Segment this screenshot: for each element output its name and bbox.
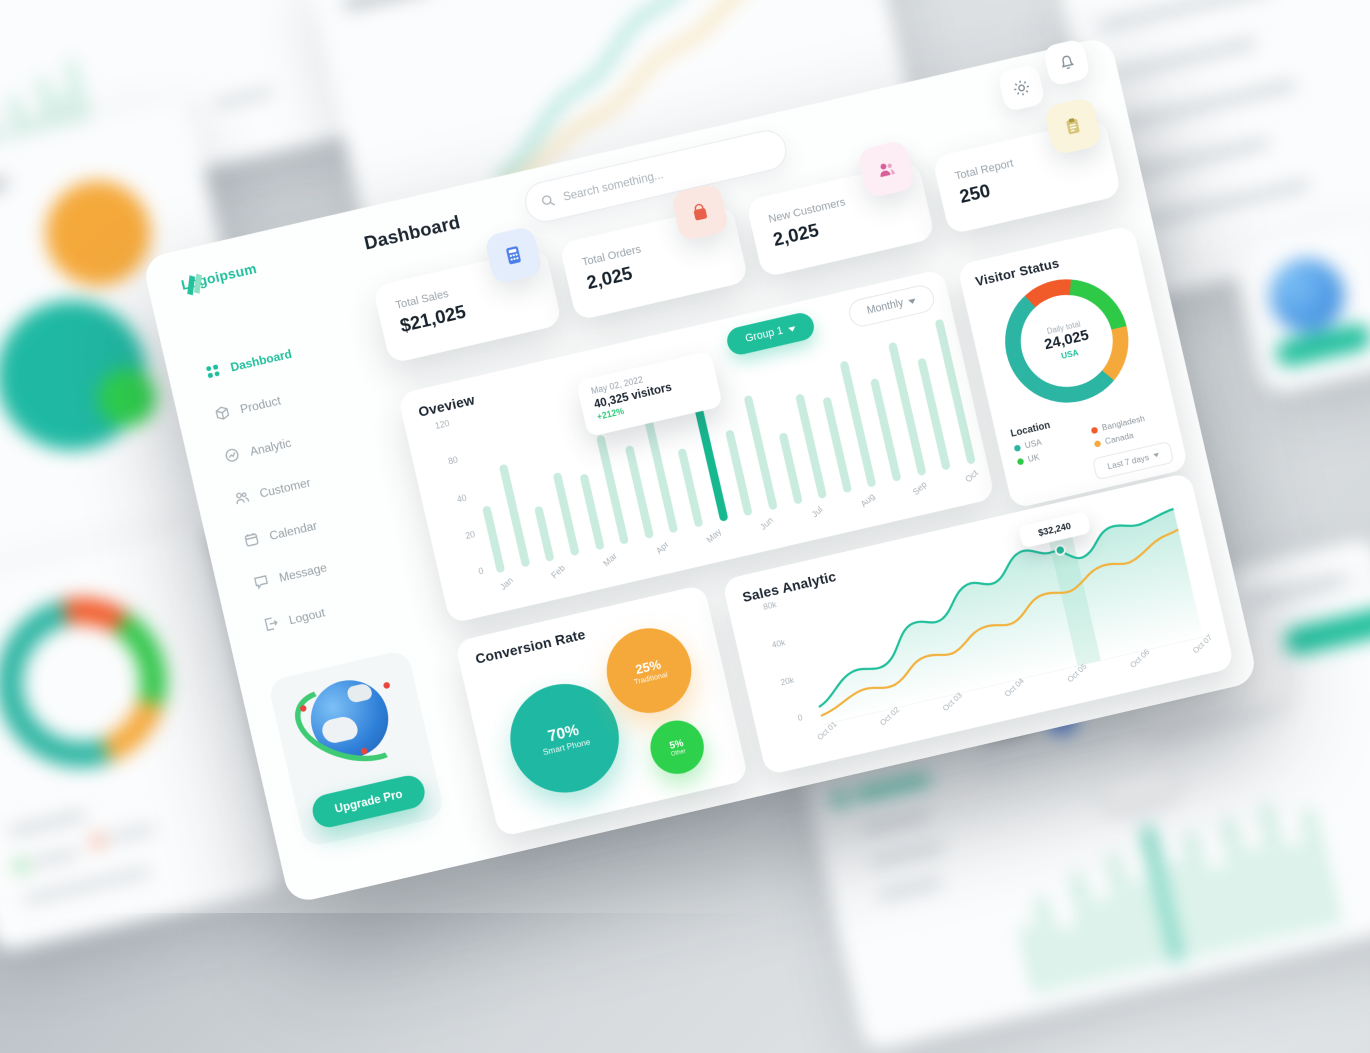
sidebar-item-logout[interactable]: Logout — [260, 574, 412, 643]
brand-logo: Logoipsum — [180, 261, 258, 295]
overview-bar — [534, 505, 555, 563]
users-icon — [236, 492, 250, 505]
sidebar-item-message[interactable]: Message — [250, 532, 402, 601]
group-dropdown-label: Group 1 — [744, 325, 785, 345]
y-tick-label: 20 — [464, 529, 477, 542]
blurred-background-mockups — [0, 0, 1370, 913]
settings-button[interactable] — [997, 63, 1046, 113]
sidebar-item-product[interactable]: Product — [211, 364, 363, 433]
data-point-marker — [1054, 544, 1066, 556]
calculator-icon — [483, 225, 544, 286]
y-tick-label: 20k — [779, 675, 795, 688]
overview-bar — [498, 463, 531, 568]
overview-bar — [743, 394, 778, 511]
bg-card-top-chart — [304, 0, 916, 250]
bell-icon — [1061, 55, 1074, 69]
search-placeholder: Search something... — [561, 168, 665, 204]
sidebar-item-label: Logout — [287, 604, 327, 627]
dashboard-mockup: Logoipsum Dashboard Product Analytic Cus… — [141, 35, 1259, 905]
overview-bar — [795, 393, 828, 500]
sidebar-item-customer[interactable]: Customer — [230, 448, 382, 517]
logout-icon — [264, 617, 278, 631]
y-tick-label: 80 — [447, 455, 460, 468]
overview-bar — [677, 447, 704, 528]
sales-analytic-line-chart[interactable] — [783, 501, 1212, 727]
y-tick-label: 40k — [770, 637, 787, 650]
sidebar-item-analytic[interactable]: Analytic — [221, 406, 373, 475]
overview-bar — [917, 357, 952, 471]
notifications-button[interactable] — [1042, 38, 1091, 87]
sidebar-item-label: Dashboard — [228, 346, 293, 374]
search-input[interactable]: Search something... — [521, 126, 791, 226]
sidebar-item-label: Product — [238, 393, 282, 416]
sidebar-item-label: Customer — [258, 474, 312, 501]
customers-icon — [856, 139, 917, 199]
sidebar-item-label: Message — [277, 559, 329, 585]
grid-dots-icon — [206, 364, 220, 378]
overview-bar — [725, 429, 753, 517]
overview-bar — [578, 473, 605, 551]
chat-icon — [254, 575, 269, 590]
legend-dot-icon — [1013, 443, 1022, 452]
overview-bar — [552, 471, 580, 557]
orders-icon — [670, 182, 730, 243]
chevron-down-icon — [1152, 452, 1160, 458]
sidebar-item-label: Analytic — [248, 435, 293, 458]
report-icon — [1043, 96, 1103, 156]
analytics-icon — [225, 448, 239, 462]
sidebar-item-dashboard[interactable]: Dashboard — [201, 322, 353, 391]
search-icon — [541, 195, 555, 206]
logo-icon — [187, 273, 202, 295]
range-dropdown-label: Last 7 days — [1106, 452, 1150, 472]
orange-series-line — [820, 528, 1179, 717]
legend-dot-icon — [1093, 439, 1102, 448]
period-dropdown-label: Monthly — [865, 297, 905, 317]
cube-icon — [215, 406, 230, 420]
calendar-icon — [244, 532, 259, 547]
chevron-down-icon — [787, 325, 796, 332]
y-tick-label: 120 — [434, 418, 451, 432]
gear-icon — [1014, 80, 1030, 96]
overview-bar — [596, 434, 630, 545]
overview-bar — [822, 396, 853, 494]
sidebar-item-calendar[interactable]: Calendar — [240, 490, 392, 559]
legend-dot-icon — [1016, 457, 1025, 466]
overview-bar — [624, 444, 654, 540]
overview-bar — [869, 377, 902, 482]
legend-label: USA — [1023, 437, 1043, 451]
teal-series-line — [818, 507, 1174, 708]
y-tick-label: 40 — [455, 492, 468, 505]
sidebar-item-label: Calendar — [267, 517, 319, 543]
chevron-down-icon — [908, 298, 917, 305]
legend-dot-icon — [1090, 426, 1099, 434]
overview-bar — [778, 432, 803, 505]
donut-center: Daily total 24,025 USA — [1011, 285, 1122, 397]
y-tick-label: 80k — [762, 599, 778, 612]
